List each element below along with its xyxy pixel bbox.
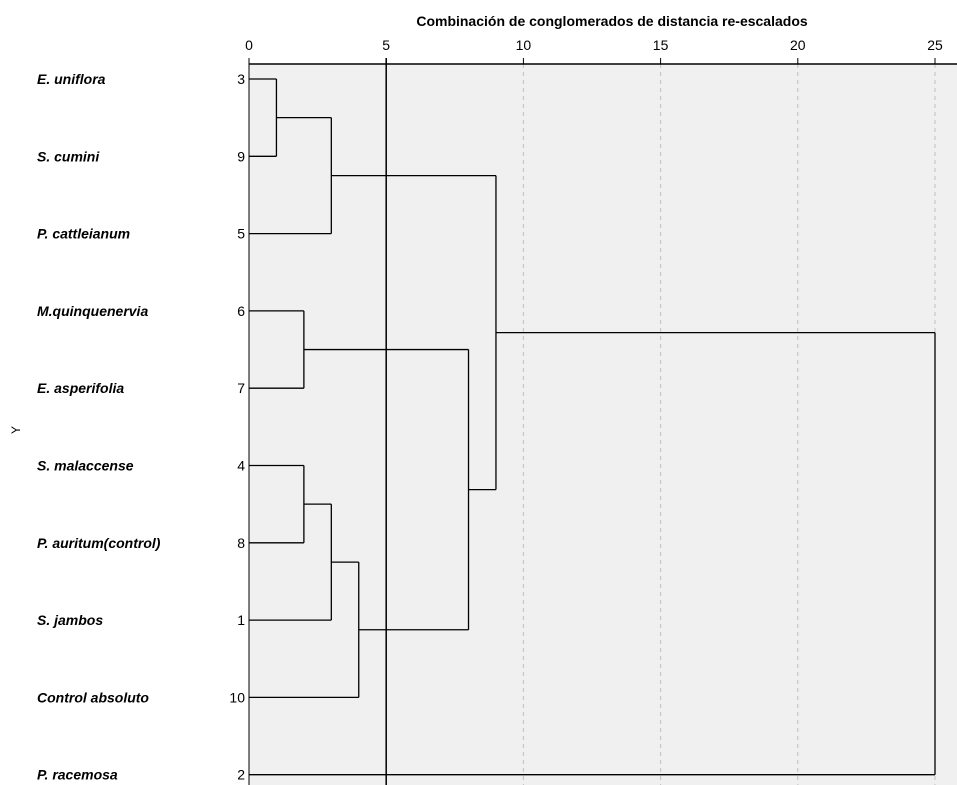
leaf-labels: E. uniflora 3 S. cumini 9 P. cattleianum 5 M.q…: [37, 71, 245, 783]
leaf-number: 1: [237, 612, 245, 628]
leaf-number: 10: [229, 689, 245, 705]
x-tick-label-20: 20: [790, 37, 806, 53]
x-axis-ticks: 0 5 10 15 20 25: [245, 37, 957, 785]
leaf-number: 3: [237, 71, 245, 87]
merge-link: [249, 331, 936, 776]
leaf-label: Control absoluto: [37, 689, 149, 705]
leaf-label: E. asperifolia: [37, 380, 124, 396]
leaf-label: P. racemosa: [37, 767, 118, 783]
leaf-number: 4: [237, 458, 245, 474]
leaf-number: 7: [237, 380, 245, 396]
leaf-label: M.quinquenervia: [37, 303, 148, 319]
chart-title: Combinación de conglomerados de distanci…: [416, 13, 808, 29]
x-tick-label-15: 15: [653, 37, 669, 53]
leaf-label: S. malaccense: [37, 458, 134, 474]
x-tick-label-10: 10: [516, 37, 532, 53]
leaf-label: S. jambos: [37, 612, 103, 628]
leaf-label: E. uniflora: [37, 71, 106, 87]
leaf-number: 9: [237, 148, 245, 164]
leaf-label: P. auritum(control): [37, 535, 161, 551]
leaf-number: 8: [237, 535, 245, 551]
leaf-number: 2: [237, 767, 245, 783]
leaf-number: 5: [237, 226, 245, 242]
plot-background: [249, 64, 957, 785]
x-tick-label-0: 0: [245, 37, 253, 53]
leaf-label: P. cattleianum: [37, 226, 130, 242]
x-tick-label-25: 25: [927, 37, 943, 53]
leaf-number: 6: [237, 303, 245, 319]
y-axis-label: Y: [9, 426, 23, 434]
x-tick-label-5: 5: [382, 37, 390, 53]
leaf-label: S. cumini: [37, 148, 100, 164]
